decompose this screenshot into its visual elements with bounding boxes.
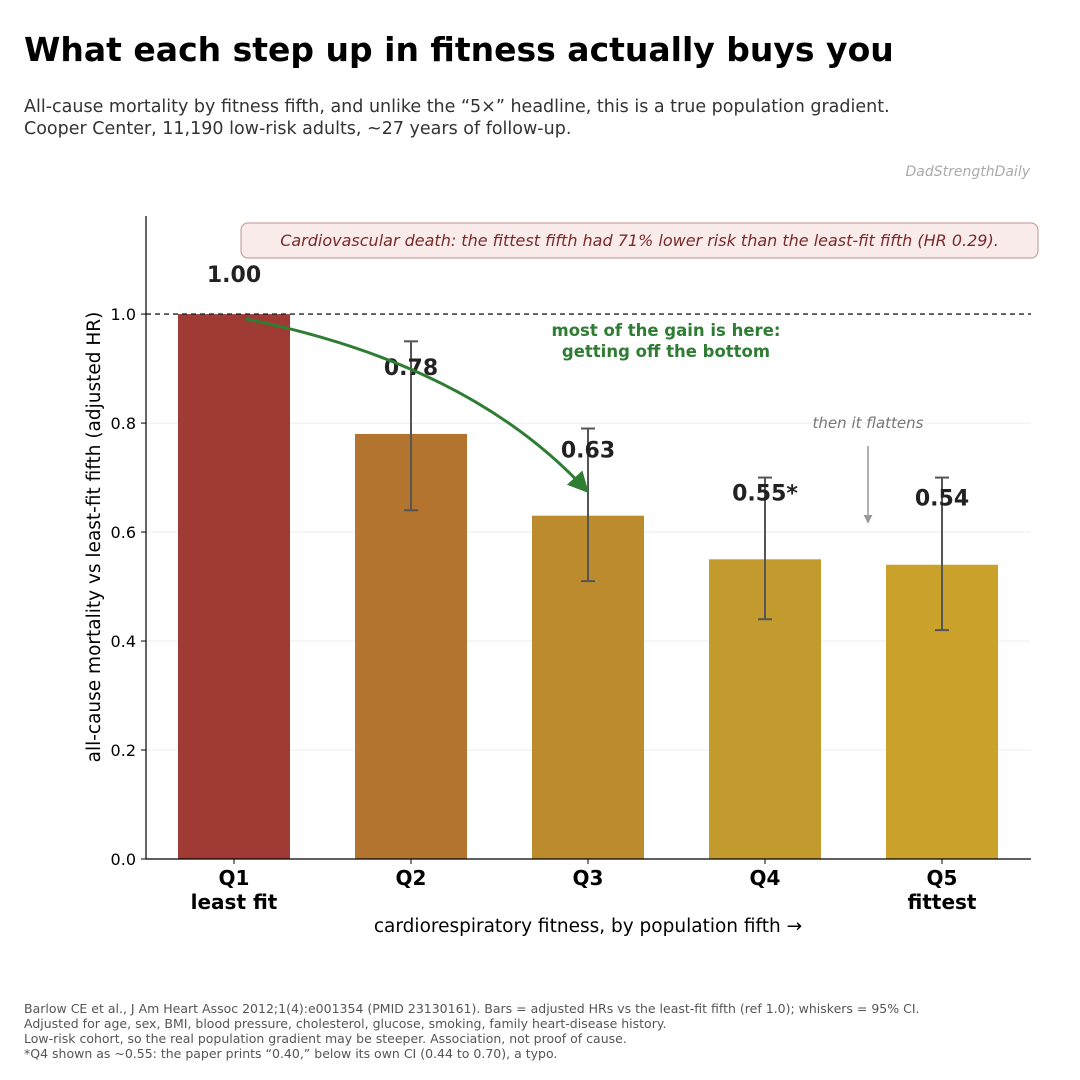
x-tick-label-q5: Q5 [927,866,958,890]
chart-title: What each step up in fitness actually bu… [24,30,894,69]
annotation-layer: Cardiovascular death: the fittest fifth … [84,222,1039,937]
x-tick-label-q2: Q2 [396,866,427,890]
cv-annotation-text: Cardiovascular death: the fittest fifth … [280,231,999,250]
footer-line-1: Barlow CE et al., J Am Heart Assoc 2012;… [24,1001,920,1016]
value-label-q5: 0.54 [915,487,969,512]
subtitle-line-1: All-cause mortality by fitness fifth, an… [24,97,890,117]
x-axis-label: cardiorespiratory fitness, by population… [374,916,802,937]
footer-line-3: Low-risk cohort, so the real population … [24,1031,627,1046]
gain-annotation-line-2: getting off the bottom [562,342,770,361]
x-tick-label-q3: Q3 [573,866,604,890]
cv-annotation-box [240,222,1039,259]
footer-notes: Barlow CE et al., J Am Heart Assoc 2012;… [24,1001,919,1061]
x-sublabel-q5: fittest [908,890,977,914]
footer-line-2: Adjusted for age, sex, BMI, blood pressu… [24,1016,667,1031]
value-label-q1: 1.00 [207,263,261,288]
axis-layer: 1.000.780.630.55* 0.540.00.20.40.60.81.0Q… [111,216,1031,914]
gain-arrow [245,317,589,494]
x-tick-label-q1: Q1 [219,866,250,890]
value-label-q3: 0.63 [561,439,615,464]
y-tick-label: 0.2 [111,741,136,760]
y-tick-label: 0.8 [111,414,136,433]
footer-line-4: *Q4 shown as ~0.55: the paper prints “0.… [24,1046,558,1061]
subtitle-line-2: Cooper Center, 11,190 low-risk adults, ~… [24,119,572,139]
bar-chart: 1.000.780.630.55* 0.540.00.20.40.60.81.0Q… [84,216,1039,937]
bars-layer [178,314,998,860]
y-tick-label: 1.0 [111,305,136,324]
y-axis-label: all-cause mortality vs least-fit fifth (… [84,312,105,763]
y-tick-label: 0.0 [111,850,136,869]
x-sublabel-q1: least fit [191,890,278,914]
y-tick-label: 0.6 [111,523,136,542]
flattens-annotation: then it flattens [813,414,924,432]
chart-subtitle: All-cause mortality by fitness fifth, an… [24,96,890,140]
bar-q1 [178,314,290,860]
y-tick-label: 0.4 [111,632,136,651]
gain-annotation-line-1: most of the gain is here: [552,321,781,340]
x-tick-label-q4: Q4 [750,866,781,890]
brand-watermark: DadStrengthDaily [905,164,1030,180]
value-label-q4: 0.55* [732,481,798,506]
